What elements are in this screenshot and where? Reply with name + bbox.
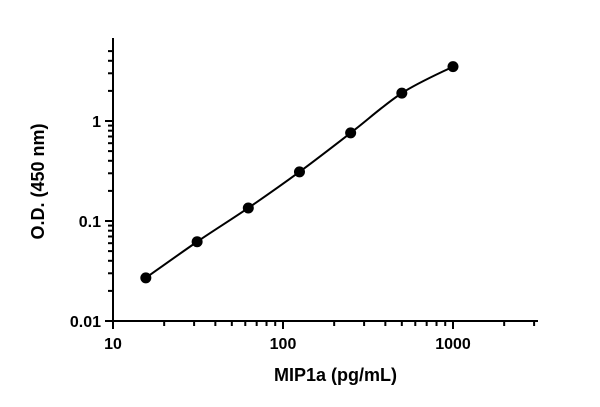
data-point bbox=[447, 61, 459, 73]
y-axis-title: O.D. (450 nm) bbox=[28, 123, 48, 239]
data-point bbox=[293, 166, 305, 178]
tick-labels: 0.01 0.1 1 10 100 1000 bbox=[70, 114, 471, 353]
axes bbox=[112, 38, 538, 322]
y-tick-label: 1 bbox=[92, 114, 101, 131]
x-tick-label: 100 bbox=[270, 336, 297, 353]
x-tick-label: 1000 bbox=[435, 336, 471, 353]
data-point bbox=[242, 202, 254, 214]
data-point bbox=[140, 272, 152, 284]
data-point bbox=[191, 236, 203, 248]
data-point bbox=[345, 127, 357, 139]
x-tick-label: 10 bbox=[104, 336, 122, 353]
y-tick-label: 0.1 bbox=[79, 214, 101, 231]
tick-marks bbox=[105, 50, 536, 329]
x-axis-title: MIP1a (pg/mL) bbox=[274, 365, 397, 385]
y-tick-label: 0.01 bbox=[70, 314, 101, 331]
data-points bbox=[140, 61, 459, 284]
data-point bbox=[396, 87, 408, 99]
